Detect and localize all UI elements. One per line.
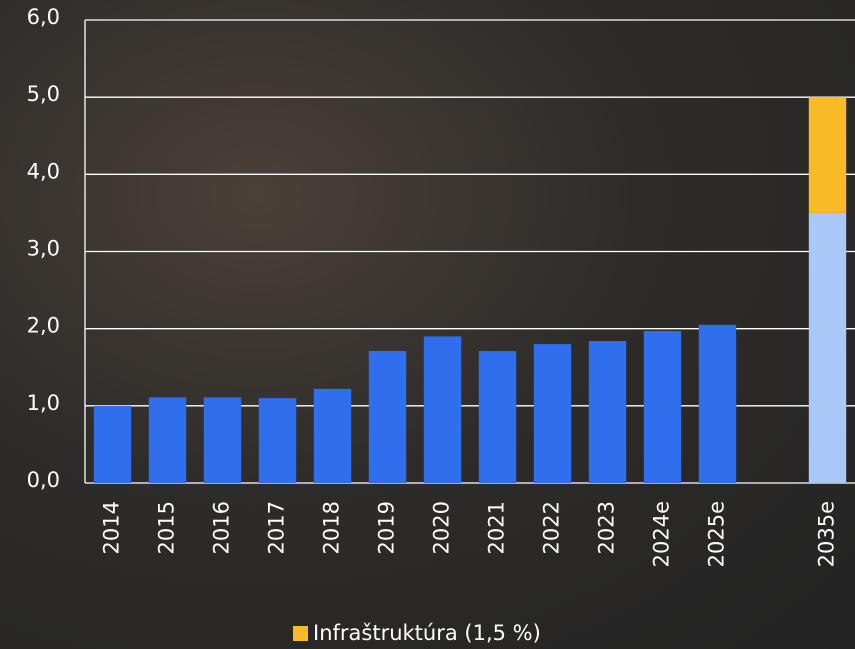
x-tick-label: 2021: [485, 501, 509, 554]
x-tick-label: 2019: [375, 501, 399, 554]
y-tick-label: 6,0: [27, 5, 60, 29]
bar: [424, 336, 461, 483]
y-tick-label: 3,0: [27, 237, 60, 261]
chart: 0,0 1,0 2,0 3,0 4,0 5,0 6,0 2014 2015 2016 2017 201…: [0, 0, 855, 649]
bar: [644, 331, 681, 483]
bar: [259, 398, 296, 483]
bar: [369, 351, 406, 483]
bar: [809, 97, 846, 213]
bar: [699, 325, 736, 483]
x-tick-label: 2022: [540, 501, 564, 554]
x-tick-label: 2014: [100, 501, 124, 554]
bar: [479, 351, 516, 483]
legend-label: Infraštruktúra (1,5 %): [313, 621, 541, 645]
legend-swatch: [293, 626, 308, 641]
y-tick-label: 5,0: [27, 82, 60, 106]
bar: [534, 344, 571, 483]
x-tick-label: 2023: [595, 501, 619, 554]
bar: [314, 389, 351, 483]
x-tick-label: 2015: [155, 501, 179, 554]
y-tick-label: 4,0: [27, 159, 60, 183]
x-tick-label: 2020: [430, 501, 454, 554]
bar: [809, 213, 846, 483]
x-tick-label: 2035e: [815, 501, 839, 567]
y-tick-label: 1,0: [27, 391, 60, 415]
bar: [204, 397, 241, 483]
bar: [94, 406, 131, 483]
x-tick-label: 2024e: [650, 501, 674, 567]
x-tick-label: 2025e: [705, 501, 729, 567]
bar: [149, 397, 186, 483]
y-tick-label: 0,0: [27, 468, 60, 492]
x-tick-label: 2017: [265, 501, 289, 554]
y-tick-label: 2,0: [27, 314, 60, 338]
x-tick-label: 2018: [320, 501, 344, 554]
x-tick-label: 2016: [210, 501, 234, 554]
bar: [589, 341, 626, 483]
